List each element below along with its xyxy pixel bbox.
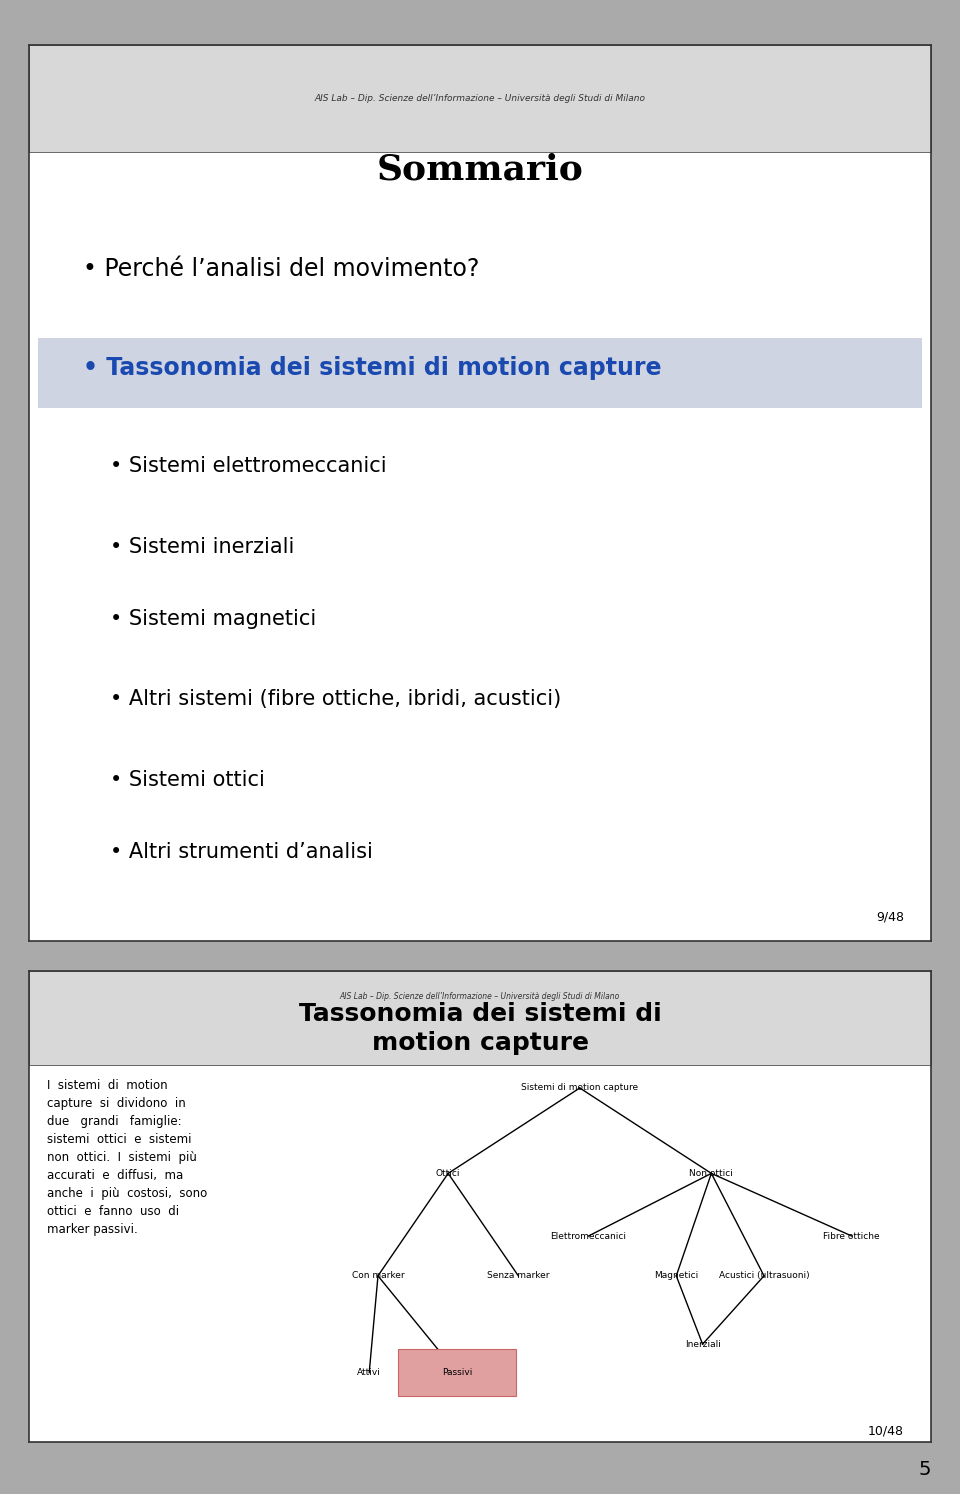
- Text: • Sistemi elettromeccanici: • Sistemi elettromeccanici: [110, 456, 387, 477]
- Text: • Altri strumenti d’analisi: • Altri strumenti d’analisi: [110, 841, 372, 862]
- Text: AIS Lab – Dip. Scienze dell’Informazione – Università degli Studi di Milano: AIS Lab – Dip. Scienze dell’Informazione…: [340, 992, 620, 1001]
- Text: • Sistemi ottici: • Sistemi ottici: [110, 769, 265, 790]
- Text: • Sistemi inerziali: • Sistemi inerziali: [110, 536, 295, 557]
- Text: 9/48: 9/48: [876, 910, 904, 923]
- FancyBboxPatch shape: [29, 45, 931, 152]
- Text: Acustici (ultrasuoni): Acustici (ultrasuoni): [719, 1271, 809, 1280]
- Text: • Tassonomia dei sistemi di motion capture: • Tassonomia dei sistemi di motion captu…: [83, 356, 661, 379]
- Text: Passivi: Passivi: [442, 1369, 472, 1377]
- Text: Senza marker: Senza marker: [487, 1271, 550, 1280]
- Text: Inerziali: Inerziali: [684, 1340, 721, 1349]
- FancyBboxPatch shape: [29, 971, 931, 1065]
- Text: • Perché l’analisi del movimento?: • Perché l’analisi del movimento?: [83, 257, 479, 281]
- Text: Elettromeccanici: Elettromeccanici: [550, 1231, 627, 1240]
- Text: Con marker: Con marker: [351, 1271, 404, 1280]
- Text: Sistemi di motion capture: Sistemi di motion capture: [521, 1083, 638, 1092]
- Text: • Sistemi magnetici: • Sistemi magnetici: [110, 608, 316, 629]
- Text: Magnetici: Magnetici: [654, 1271, 698, 1280]
- Text: Sommario: Sommario: [376, 152, 584, 187]
- Text: • Altri sistemi (fibre ottiche, ibridi, acustici): • Altri sistemi (fibre ottiche, ibridi, …: [110, 689, 562, 710]
- Text: I  sistemi  di  motion
capture  si  dividono  in
due   grandi   famiglie:
sistem: I sistemi di motion capture si dividono …: [47, 1079, 207, 1237]
- Text: Attivi: Attivi: [357, 1369, 381, 1377]
- Text: Fibre ottiche: Fibre ottiche: [824, 1231, 880, 1240]
- Text: Tassonomia dei sistemi di
motion capture: Tassonomia dei sistemi di motion capture: [299, 1001, 661, 1055]
- Text: Ottici: Ottici: [436, 1168, 461, 1177]
- FancyBboxPatch shape: [398, 1349, 516, 1397]
- Text: 5: 5: [919, 1460, 931, 1479]
- Text: AIS Lab – Dip. Scienze dell’Informazione – Università degli Studi di Milano: AIS Lab – Dip. Scienze dell’Informazione…: [315, 94, 645, 103]
- Text: Non ottici: Non ottici: [689, 1168, 733, 1177]
- FancyBboxPatch shape: [37, 338, 923, 408]
- Text: 10/48: 10/48: [868, 1424, 904, 1437]
